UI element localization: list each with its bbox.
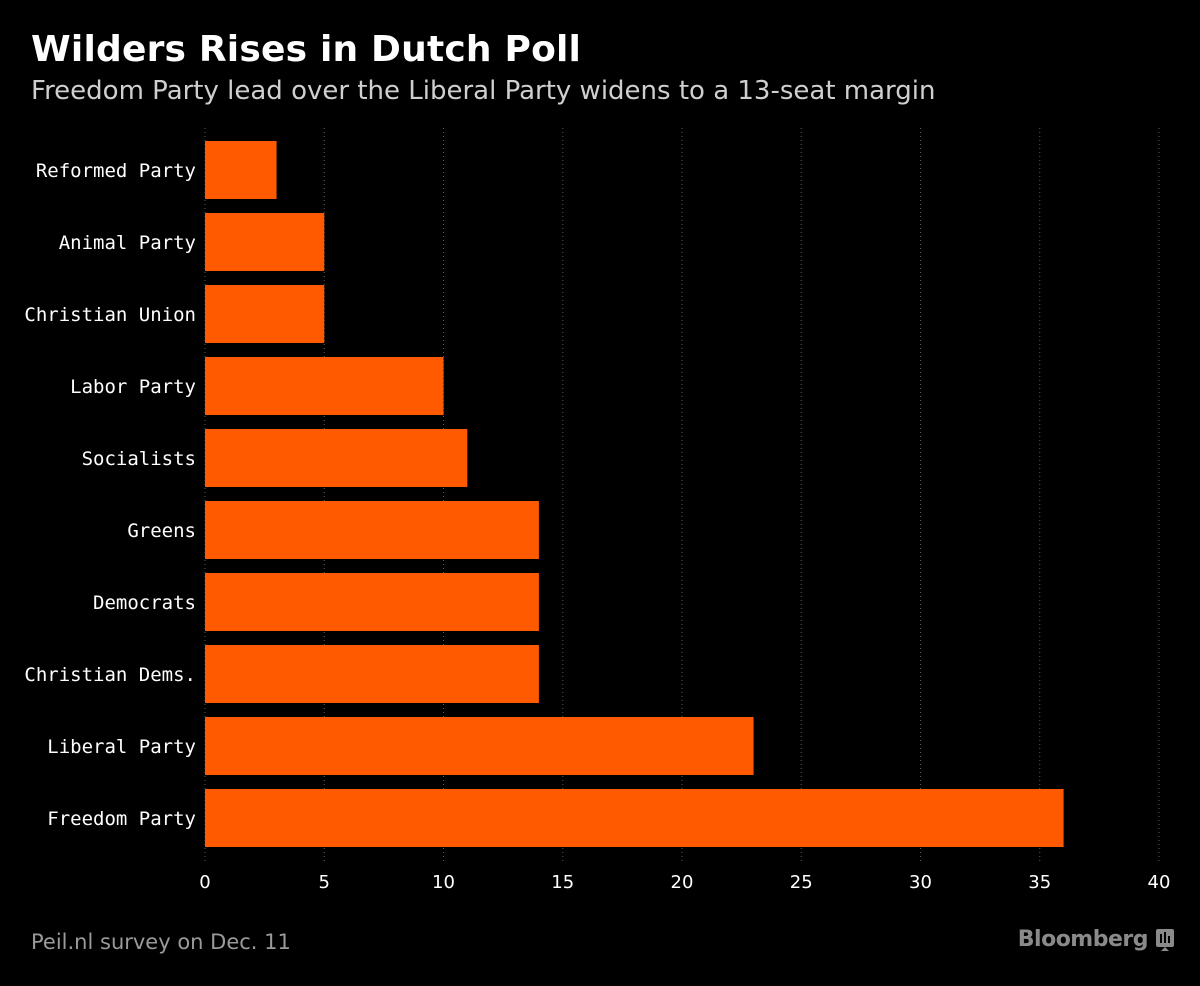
x-tick-label: 15 — [551, 872, 574, 893]
category-label: Liberal Party — [47, 736, 196, 758]
category-label: Democrats — [93, 592, 196, 614]
bar — [205, 645, 539, 703]
x-tick-label: 40 — [1148, 872, 1171, 893]
bar — [205, 789, 1064, 847]
bar — [205, 717, 754, 775]
bar — [205, 141, 277, 199]
x-tick-label: 30 — [909, 872, 932, 893]
x-tick-label: 35 — [1028, 872, 1051, 893]
category-labels: Reformed Party Animal Party Christian Unio… — [24, 160, 196, 830]
brand-logo: Bloomberg — [1018, 925, 1174, 955]
brand-name: Bloomberg — [1017, 927, 1149, 952]
bar — [205, 573, 539, 631]
bar — [205, 285, 325, 343]
x-axis-ticks: 0 5 10 15 20 25 30 35 40 — [199, 872, 1170, 893]
x-tick-label: 25 — [790, 872, 813, 893]
bar — [205, 213, 325, 271]
category-label: Freedom Party — [47, 808, 196, 830]
bar — [205, 429, 468, 487]
bar — [205, 357, 444, 415]
category-label: Socialists — [82, 448, 196, 470]
bar — [205, 501, 539, 559]
source-note: Peil.nl survey on Dec. 11 — [31, 930, 291, 954]
x-tick-label: 5 — [319, 872, 330, 893]
chart-title: Wilders Rises in Dutch Poll — [31, 29, 582, 70]
bars — [205, 141, 1064, 847]
category-label: Christian Union — [24, 304, 196, 326]
x-tick-label: 20 — [671, 872, 694, 893]
bloomberg-terminal-icon — [1156, 929, 1174, 951]
category-label: Animal Party — [59, 232, 196, 254]
category-label: Labor Party — [70, 376, 196, 398]
x-tick-label: 10 — [432, 872, 455, 893]
category-label: Greens — [127, 520, 196, 542]
category-label: Reformed Party — [36, 160, 196, 182]
x-tick-label: 0 — [199, 872, 210, 893]
category-label: Christian Dems. — [24, 664, 196, 686]
chart-subtitle: Freedom Party lead over the Liberal Part… — [31, 76, 936, 106]
